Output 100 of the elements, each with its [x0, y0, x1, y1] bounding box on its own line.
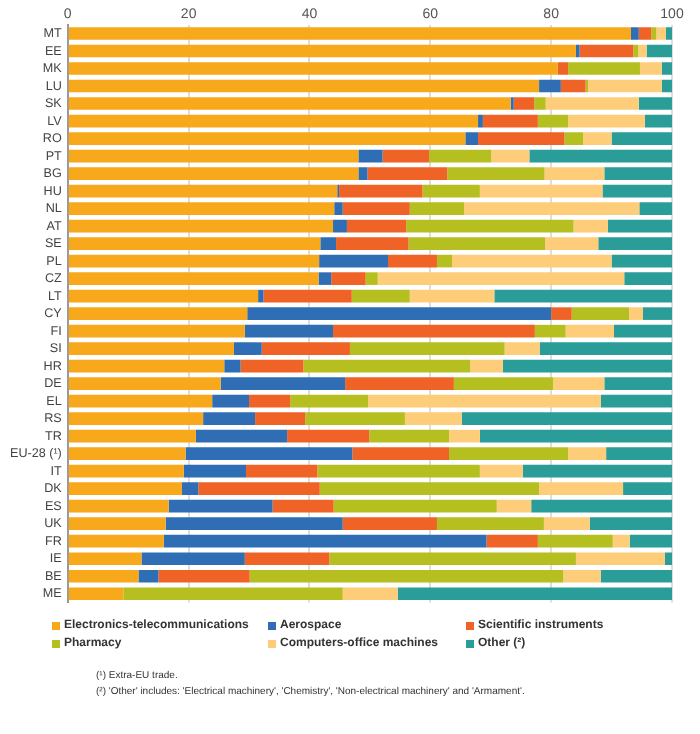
- bar: [496, 499, 532, 513]
- bar: [447, 167, 545, 180]
- bar: [68, 342, 234, 355]
- bar: [68, 377, 221, 390]
- bar: [334, 202, 343, 215]
- bar: [68, 219, 334, 233]
- bar: [478, 132, 565, 145]
- bar: [470, 359, 503, 373]
- bar: [404, 412, 462, 425]
- bar: [246, 464, 318, 478]
- bar: [409, 289, 495, 303]
- bar: [261, 342, 350, 355]
- bar: [639, 202, 672, 215]
- bar: [504, 342, 540, 355]
- bar: [623, 482, 672, 495]
- bar: [531, 499, 672, 513]
- bar: [563, 569, 601, 583]
- bar: [449, 447, 569, 460]
- bar: [453, 377, 553, 390]
- bar: [557, 62, 569, 75]
- bar: [68, 464, 184, 478]
- bar: [68, 534, 164, 548]
- bar: [249, 569, 564, 583]
- bar: [583, 132, 612, 145]
- bar: [600, 394, 672, 408]
- bar: [452, 254, 612, 268]
- bar: [560, 79, 586, 93]
- bar: [317, 464, 480, 478]
- bar: [529, 149, 672, 163]
- bar: [185, 447, 353, 460]
- bar: [141, 552, 245, 565]
- bar: [244, 552, 330, 565]
- bar: [68, 132, 466, 145]
- bar: [406, 219, 574, 233]
- bar: [465, 132, 479, 145]
- bar: [244, 324, 334, 338]
- bar: [68, 97, 511, 110]
- bar: [368, 394, 601, 408]
- bar: [573, 219, 608, 233]
- bar: [479, 464, 523, 478]
- bar: [320, 237, 337, 250]
- bar: [346, 219, 407, 233]
- bar: [611, 132, 672, 145]
- bar: [329, 552, 576, 565]
- bar: [68, 62, 558, 75]
- bar: [68, 289, 259, 303]
- bar: [212, 394, 250, 408]
- bar: [68, 482, 182, 495]
- bar: [388, 254, 437, 268]
- bar: [604, 167, 672, 180]
- bar: [240, 359, 304, 373]
- bar: [319, 254, 389, 268]
- bar: [349, 342, 505, 355]
- bar: [651, 27, 657, 40]
- bar: [181, 482, 199, 495]
- bar: [494, 289, 672, 303]
- bar: [436, 254, 453, 268]
- bar: [365, 272, 378, 285]
- bar: [575, 552, 665, 565]
- bar: [643, 307, 672, 320]
- bar: [607, 219, 672, 233]
- bar: [639, 62, 662, 75]
- bar: [638, 27, 652, 40]
- bar: [331, 272, 366, 285]
- bar: [333, 219, 347, 233]
- bar: [342, 587, 398, 600]
- bar: [629, 534, 672, 548]
- bar: [342, 517, 437, 530]
- bar: [68, 499, 169, 513]
- bar: [486, 534, 538, 548]
- bar: [68, 114, 479, 128]
- bar: [203, 412, 256, 425]
- bar: [502, 359, 672, 373]
- bar: [479, 184, 603, 198]
- bar: [479, 429, 672, 443]
- bar: [606, 447, 672, 460]
- bar: [123, 587, 343, 600]
- bar: [195, 429, 288, 443]
- bar: [68, 254, 320, 268]
- bar: [449, 429, 480, 443]
- bar: [345, 377, 454, 390]
- bar: [491, 149, 530, 163]
- bar: [589, 517, 672, 530]
- bar: [461, 412, 672, 425]
- bar: [198, 482, 320, 495]
- bar: [68, 202, 335, 215]
- bar: [68, 394, 213, 408]
- bar: [369, 429, 450, 443]
- bar: [614, 324, 672, 338]
- bar: [305, 412, 405, 425]
- bar: [588, 79, 662, 93]
- bar: [290, 394, 369, 408]
- bar: [422, 184, 480, 198]
- bar: [68, 552, 142, 565]
- bar: [68, 324, 245, 338]
- bar: [568, 114, 645, 128]
- bar: [543, 517, 590, 530]
- bar: [68, 184, 338, 198]
- bar: [68, 167, 359, 180]
- bar: [68, 429, 196, 443]
